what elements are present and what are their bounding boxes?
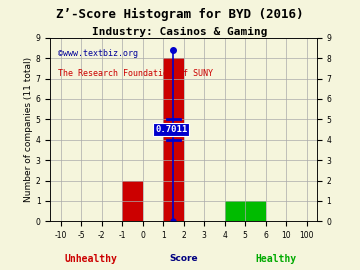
Bar (225, 201, 266, 221)
Text: ©www.textbiz.org: ©www.textbiz.org (58, 49, 138, 58)
Bar (122, 181, 143, 221)
Text: The Research Foundation of SUNY: The Research Foundation of SUNY (58, 69, 213, 78)
X-axis label: Score: Score (169, 254, 198, 263)
Bar (163, 58, 184, 221)
Text: Z’-Score Histogram for BYD (2016): Z’-Score Histogram for BYD (2016) (56, 8, 304, 21)
Text: 0.7011: 0.7011 (155, 125, 188, 134)
Text: Industry: Casinos & Gaming: Industry: Casinos & Gaming (92, 27, 268, 37)
Y-axis label: Number of companies (11 total): Number of companies (11 total) (24, 57, 33, 202)
Text: Unhealthy: Unhealthy (65, 254, 118, 264)
Text: Healthy: Healthy (255, 254, 296, 264)
